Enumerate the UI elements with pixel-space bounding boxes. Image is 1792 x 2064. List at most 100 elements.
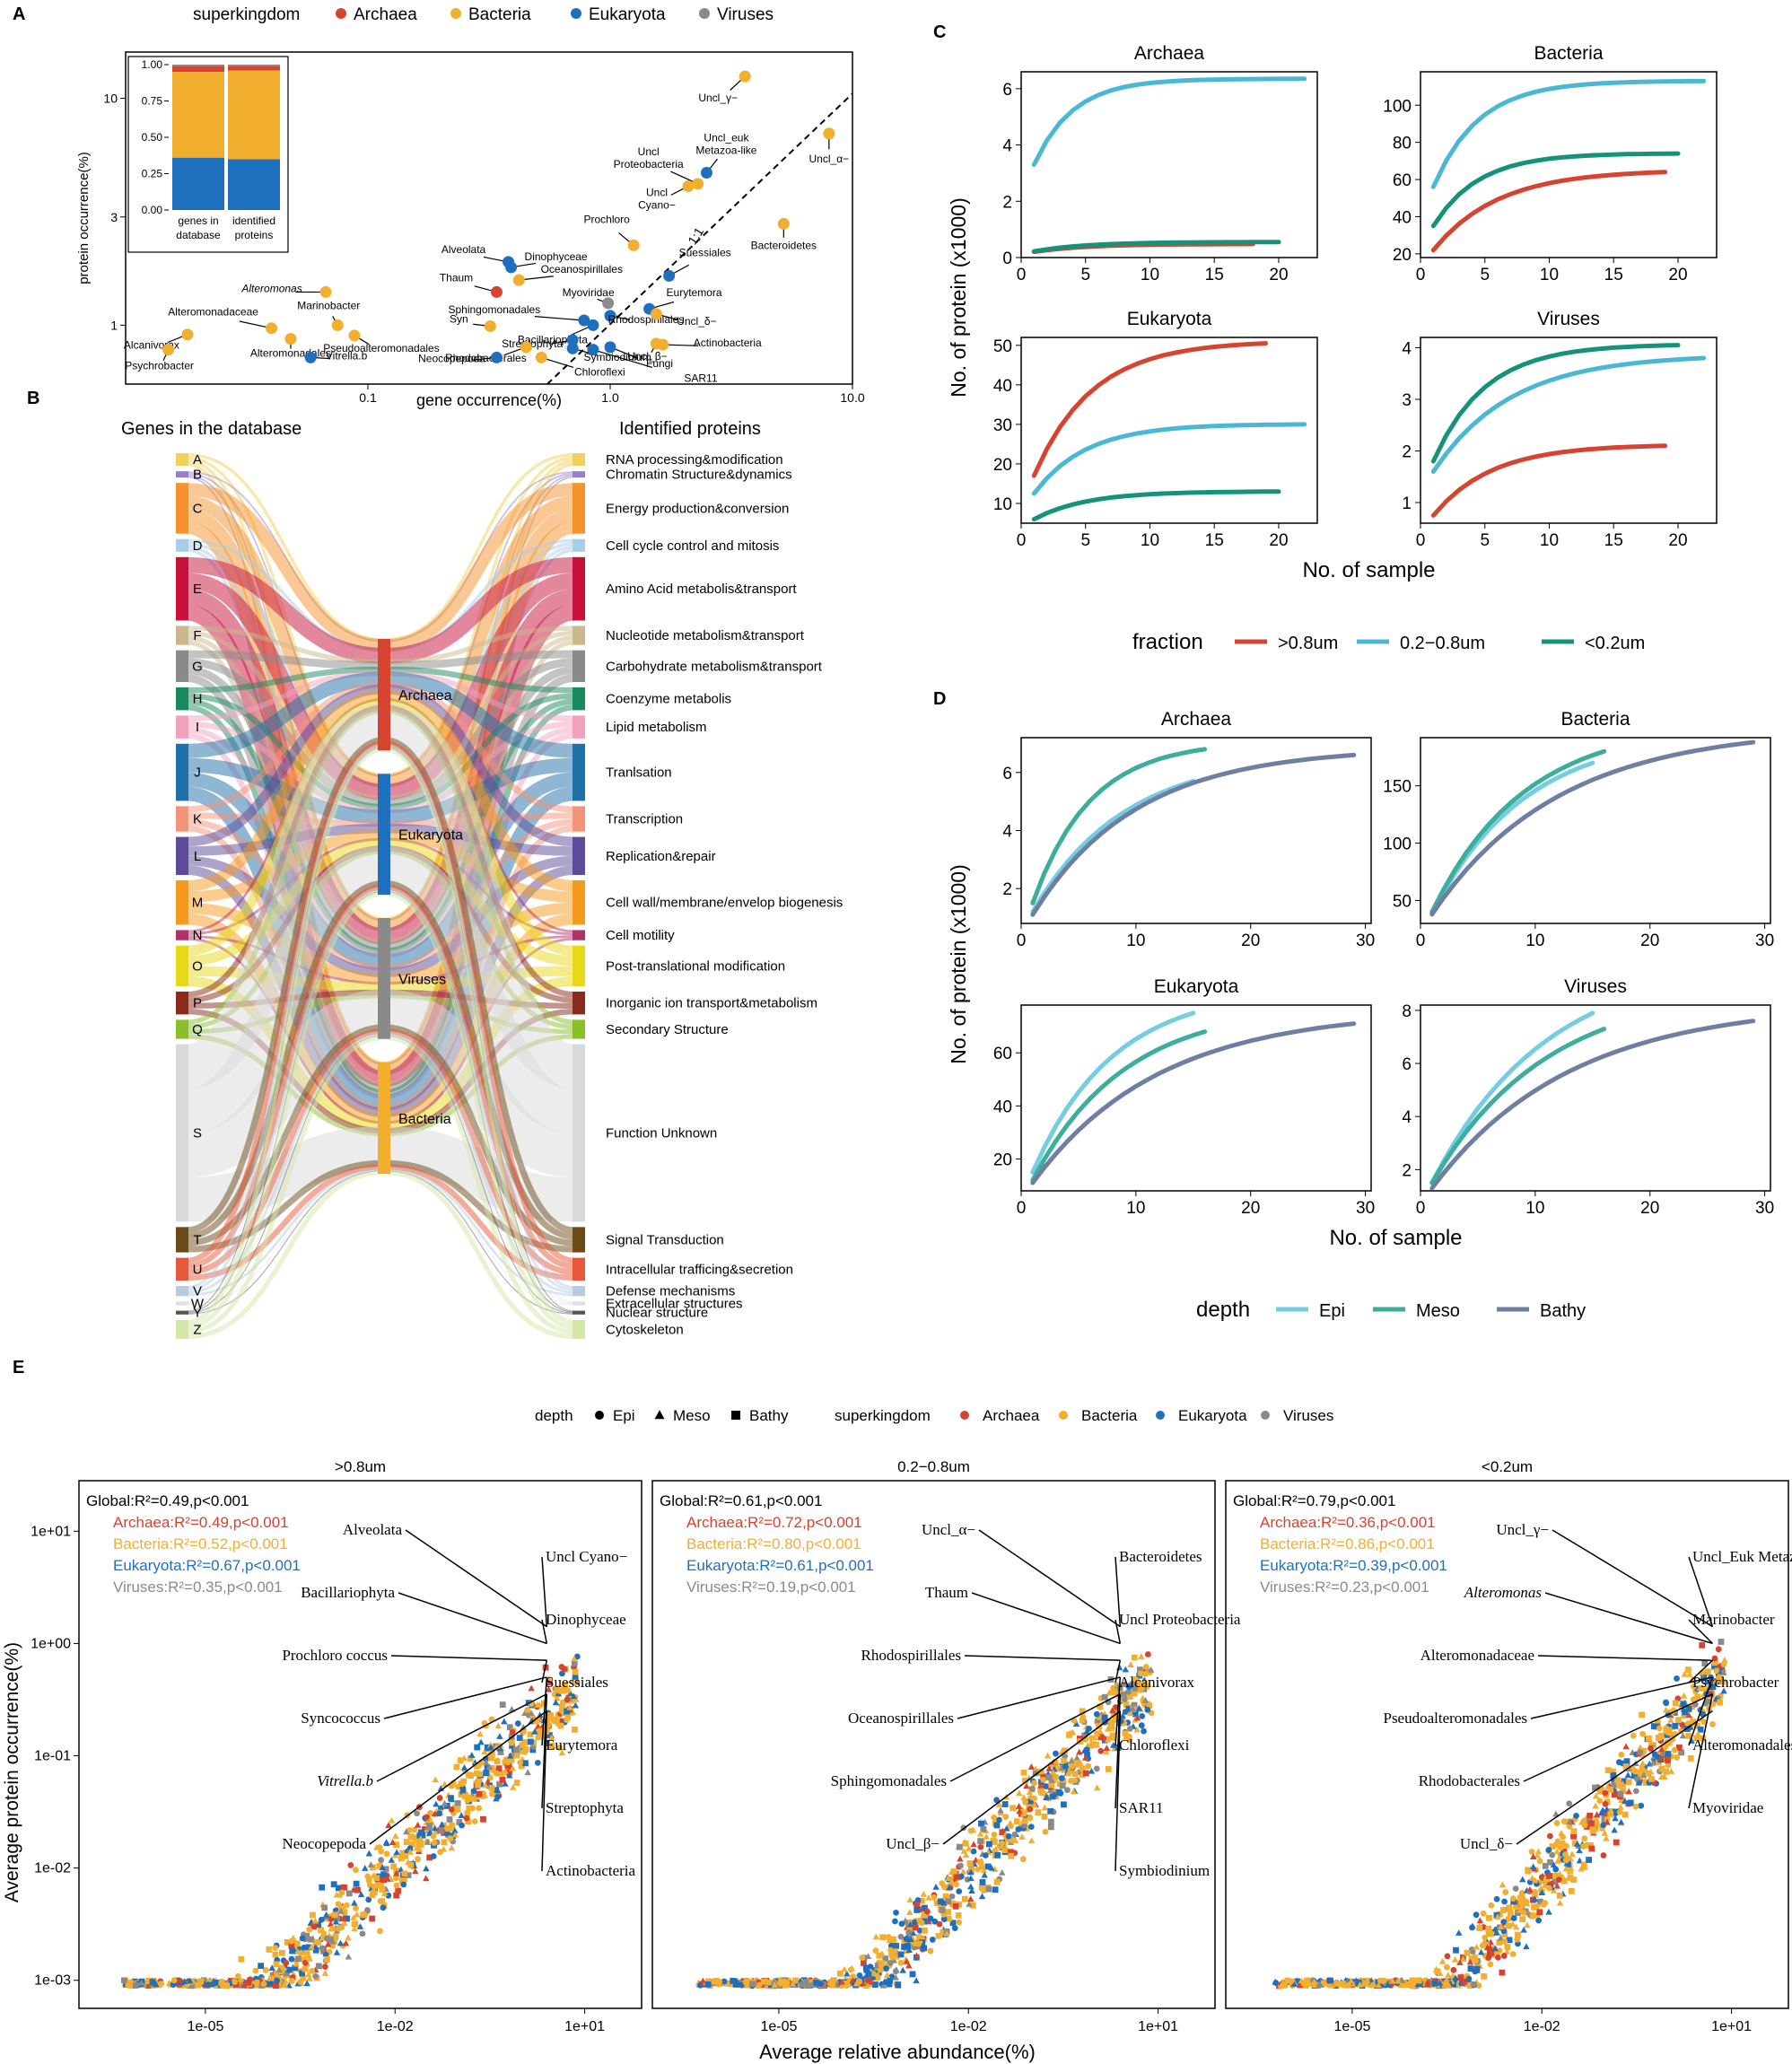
data-point xyxy=(905,1943,912,1950)
data-point xyxy=(238,1955,245,1963)
data-point xyxy=(1664,1750,1672,1757)
data-point xyxy=(1027,1823,1035,1831)
data-point xyxy=(1580,1861,1587,1868)
data-point xyxy=(1060,1778,1067,1785)
data-point xyxy=(1614,1777,1622,1784)
data-point xyxy=(294,1955,302,1963)
data-point xyxy=(949,1920,957,1927)
y-tick-label: 4 xyxy=(1402,1108,1412,1127)
annotation-line xyxy=(949,1693,1121,1782)
data-point xyxy=(1570,1828,1578,1835)
y-tick-label: 60 xyxy=(993,1045,1012,1063)
x-tick-label: 30 xyxy=(1755,931,1774,950)
data-point xyxy=(1505,1922,1512,1929)
data-point xyxy=(561,1687,568,1694)
data-point xyxy=(1062,1762,1069,1770)
y-tick-label: 150 xyxy=(1383,778,1412,797)
data-point xyxy=(945,1898,951,1905)
data-point xyxy=(292,1964,299,1972)
point-label: Alteromonadaceae xyxy=(168,306,258,319)
data-point xyxy=(939,1907,946,1913)
data-point xyxy=(524,1707,531,1713)
data-point xyxy=(534,1760,541,1766)
data-point xyxy=(1457,1974,1464,1981)
cog-name: Carbohydrate metabolism&transport xyxy=(606,659,823,674)
data-point xyxy=(980,1825,987,1832)
data-point xyxy=(145,1977,152,1984)
data-point xyxy=(395,1887,402,1894)
annotation-label: Alcanivorax xyxy=(1119,1674,1195,1691)
data-point xyxy=(1619,1780,1627,1788)
data-point xyxy=(951,1925,958,1931)
data-point xyxy=(467,1755,474,1762)
data-point xyxy=(1536,1858,1543,1865)
data-point xyxy=(976,1858,983,1866)
data-point xyxy=(470,1788,477,1795)
data-point xyxy=(1022,1777,1028,1784)
data-point xyxy=(1003,1824,1010,1832)
x-tick-label: 1e+01 xyxy=(1138,2019,1178,2034)
data-point xyxy=(850,1973,856,1980)
data-point xyxy=(1685,1733,1692,1739)
data-point xyxy=(993,1878,1001,1885)
data-point xyxy=(1444,1963,1450,1971)
data-point xyxy=(357,1891,365,1898)
data-point xyxy=(1062,1747,1068,1754)
data-point xyxy=(836,1970,844,1977)
data-point xyxy=(1547,1858,1553,1866)
data-point xyxy=(1720,1687,1727,1694)
data-point xyxy=(1011,1837,1019,1844)
annotation-line xyxy=(1544,1592,1713,1645)
data-point xyxy=(1616,1808,1623,1815)
point-label: Chloroflexi xyxy=(574,365,625,378)
data-point xyxy=(306,1974,313,1981)
cog-code: M xyxy=(192,896,204,911)
kingdom-label: Bacteria xyxy=(398,1112,451,1127)
data-point xyxy=(895,1981,902,1988)
data-point xyxy=(537,1732,543,1739)
data-point xyxy=(1011,1831,1018,1838)
data-point xyxy=(458,1791,465,1797)
annotation-line xyxy=(369,1710,547,1845)
data-point xyxy=(1141,1727,1147,1735)
data-point xyxy=(1137,1687,1144,1693)
facet-frame xyxy=(1420,1004,1771,1192)
data-point xyxy=(1125,1688,1132,1695)
cog-C: C Energy production&conversion xyxy=(176,483,789,534)
data-point xyxy=(506,1724,513,1731)
data-point xyxy=(402,1852,409,1859)
data-point xyxy=(1316,1982,1323,1990)
data-point xyxy=(383,1840,390,1847)
annotation-label: Uncl Proteobacteria xyxy=(1119,1611,1241,1628)
stat-line: Archaea:R²=0.36,p<0.001 xyxy=(1260,1514,1436,1531)
flow-left-Z xyxy=(186,1035,385,1334)
data-point xyxy=(414,1810,420,1817)
data-point xyxy=(696,1981,704,1988)
data-point xyxy=(268,1964,275,1971)
x-tick-label: 15 xyxy=(1205,531,1224,550)
data-point xyxy=(279,1963,287,1970)
data-point xyxy=(353,1905,359,1911)
flow-right-Z xyxy=(383,890,575,1330)
data-point xyxy=(369,1915,376,1922)
x-axis-label: gene occurrence(%) xyxy=(416,391,562,409)
curve-frac_lt02 xyxy=(1430,343,1681,464)
legend-kingdom-dot xyxy=(1261,1411,1270,1420)
data-point xyxy=(570,1692,578,1700)
data-point xyxy=(770,1977,778,1984)
data-point xyxy=(1277,1981,1285,1989)
data-point xyxy=(529,1746,537,1754)
data-point xyxy=(887,1977,894,1984)
y-tick-label: 40 xyxy=(993,1098,1012,1116)
data-point xyxy=(380,1904,387,1911)
data-point xyxy=(572,1701,580,1709)
data-point xyxy=(1534,1902,1541,1910)
data-point xyxy=(1485,1930,1492,1937)
x-tick-label: 1e-05 xyxy=(1333,2019,1370,2034)
data-point xyxy=(977,1843,984,1850)
facet-title: Eukaryota xyxy=(1154,976,1239,997)
cog-S: S Function Unknown xyxy=(176,1044,717,1222)
y-tick-label: 0 xyxy=(1002,249,1012,268)
